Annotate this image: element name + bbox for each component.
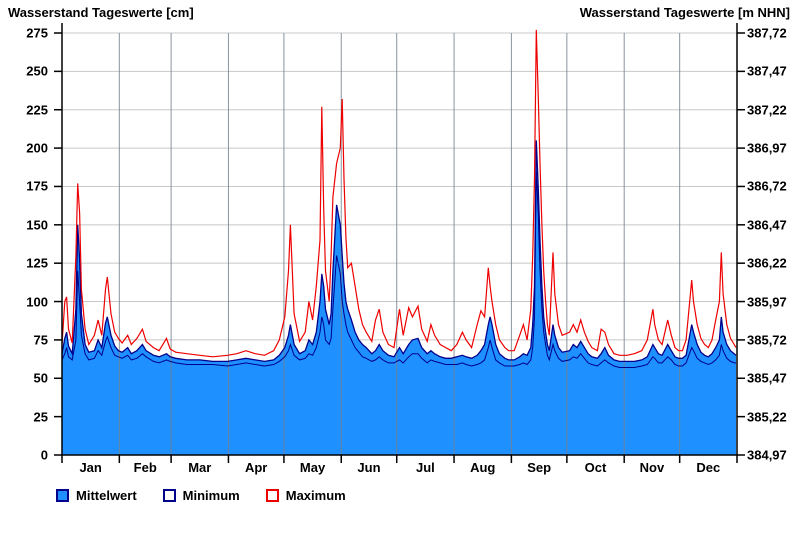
legend-item-minimum: Minimum	[162, 488, 240, 503]
minimum-swatch-icon	[162, 489, 176, 502]
x-tick-label-month: Nov	[639, 460, 665, 475]
x-tick-label-month: Feb	[133, 460, 157, 475]
mittelwert-swatch-icon	[56, 489, 69, 502]
maximum-swatch-icon	[265, 489, 279, 502]
y-tick-label-left: 250	[26, 63, 48, 79]
chart-legend: Mittelwert Minimum Maximum	[56, 488, 346, 503]
y-tick-label-right: 386,47	[747, 217, 787, 233]
y-tick-label-right: 385,72	[747, 332, 787, 348]
maximum-line	[61, 29, 737, 358]
y-tick-label-left: 0	[40, 447, 48, 463]
y-tick-label-right: 386,72	[747, 178, 787, 194]
x-tick-label-month: Jun	[357, 460, 381, 475]
legend-label-minimum: Minimum	[182, 488, 240, 503]
legend-item-maximum: Maximum	[265, 488, 346, 503]
y-tick-label-right: 387,47	[747, 63, 787, 79]
legend-label-maximum: Maximum	[285, 488, 346, 503]
y-tick-label-right: 385,47	[747, 370, 787, 386]
legend-item-mittelwert: Mittelwert	[56, 488, 137, 503]
y-tick-label-right: 385,97	[747, 294, 787, 310]
y-tick-label-left: 225	[26, 102, 48, 118]
y-tick-label-right: 386,97	[747, 140, 787, 156]
x-tick-label-month: Jul	[415, 460, 435, 475]
mittelwert-line	[61, 140, 737, 363]
minimum-line	[61, 171, 736, 368]
y-tick-label-left: 100	[26, 294, 48, 310]
y-tick-label-left: 125	[26, 255, 48, 271]
y-tick-label-left: 275	[26, 25, 48, 41]
y-tick-label-left: 150	[26, 217, 48, 233]
y-tick-label-left: 175	[26, 178, 48, 194]
x-tick-label-month: Dec	[696, 460, 721, 475]
y-tick-label-right: 385,22	[747, 409, 787, 425]
legend-label-mittelwert: Mittelwert	[76, 488, 137, 503]
x-tick-label-month: Apr	[244, 460, 268, 475]
x-tick-label-month: Oct	[584, 460, 607, 475]
y-tick-label-right: 386,22	[747, 255, 787, 271]
y-tick-label-left: 25	[33, 409, 48, 425]
x-tick-label-month: Aug	[470, 460, 496, 475]
mittelwert-area	[62, 140, 736, 455]
y-tick-label-left: 200	[26, 140, 48, 156]
right-axis-title: Wasserstand Tageswerte [m NHN]	[579, 5, 790, 20]
left-axis-title: Wasserstand Tageswerte [cm]	[8, 5, 194, 20]
x-tick-label-month: Sep	[527, 460, 552, 475]
y-tick-label-left: 50	[33, 370, 48, 386]
y-tick-label-right: 384,97	[747, 447, 787, 463]
y-tick-label-left: 75	[33, 332, 48, 348]
x-tick-label-month: Mar	[188, 460, 212, 475]
y-tick-label-right: 387,72	[747, 25, 787, 41]
x-tick-label-month: May	[299, 460, 326, 475]
x-tick-label-month: Jan	[79, 460, 102, 475]
y-tick-label-right: 387,22	[747, 102, 787, 118]
